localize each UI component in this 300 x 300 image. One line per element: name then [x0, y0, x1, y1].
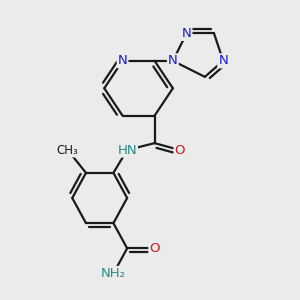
Text: N: N: [168, 54, 178, 67]
Text: N: N: [182, 27, 191, 40]
Text: N: N: [218, 54, 228, 67]
Text: NH₂: NH₂: [101, 267, 126, 280]
Text: O: O: [175, 143, 185, 157]
Text: CH₃: CH₃: [57, 143, 79, 157]
Text: HN: HN: [117, 143, 137, 157]
Text: O: O: [149, 242, 160, 255]
Text: N: N: [118, 54, 128, 67]
